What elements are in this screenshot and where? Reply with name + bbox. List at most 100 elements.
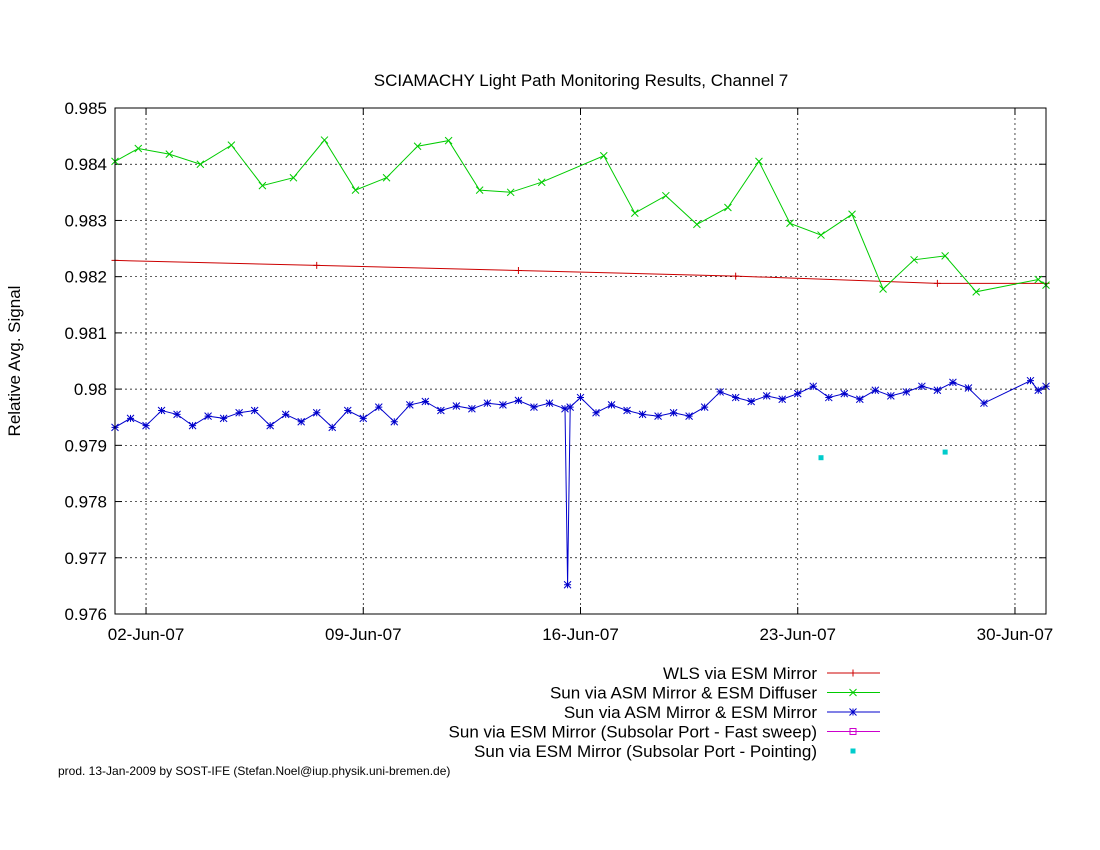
data-point bbox=[910, 255, 918, 264]
data-point bbox=[964, 384, 973, 392]
legend-label: Sun via ESM Mirror (Subsolar Port - Poin… bbox=[474, 742, 817, 761]
legend-label: WLS via ESM Mirror bbox=[663, 664, 817, 683]
series-2 bbox=[111, 136, 1050, 296]
data-point bbox=[563, 580, 572, 589]
series-5 bbox=[818, 449, 948, 461]
data-point bbox=[266, 421, 275, 430]
y-tick-label: 0.979 bbox=[64, 436, 107, 455]
data-point bbox=[786, 219, 794, 228]
data-point bbox=[855, 395, 864, 404]
data-point bbox=[436, 406, 445, 415]
data-point bbox=[824, 393, 833, 402]
data-point bbox=[165, 150, 174, 158]
y-tick-label: 0.984 bbox=[64, 155, 107, 174]
data-point bbox=[732, 272, 740, 280]
data-point bbox=[731, 393, 740, 402]
data-point bbox=[980, 399, 988, 408]
legend-marker bbox=[849, 728, 857, 735]
y-tick-label: 0.976 bbox=[64, 605, 107, 624]
data-point bbox=[685, 412, 693, 420]
data-point bbox=[374, 403, 383, 411]
data-point bbox=[188, 421, 197, 430]
data-point bbox=[1034, 275, 1043, 284]
data-point bbox=[382, 173, 391, 182]
chart-title: SCIAMACHY Light Path Monitoring Results,… bbox=[374, 71, 789, 90]
data-point bbox=[793, 389, 802, 398]
data-point bbox=[196, 160, 205, 169]
data-point bbox=[173, 410, 181, 419]
y-tick-label: 0.985 bbox=[64, 99, 107, 118]
data-point bbox=[506, 188, 515, 197]
data-point bbox=[219, 414, 228, 423]
data-point bbox=[351, 186, 360, 194]
data-point bbox=[607, 400, 616, 409]
data-point bbox=[755, 157, 763, 166]
credit-line: prod. 13-Jan-2009 by SOST-IFE (Stefan.No… bbox=[58, 764, 451, 778]
data-point bbox=[879, 285, 887, 293]
legend-marker bbox=[849, 708, 857, 716]
data-point bbox=[941, 252, 949, 260]
data-point bbox=[444, 136, 453, 145]
data-point bbox=[886, 392, 895, 400]
series-3 bbox=[111, 376, 1050, 589]
series-lines bbox=[111, 136, 1050, 589]
legend-marker bbox=[849, 688, 857, 697]
x-tick-label: 16-Jun-07 bbox=[542, 625, 619, 644]
x-tick-label: 23-Jun-07 bbox=[759, 625, 836, 644]
data-point bbox=[724, 203, 732, 212]
data-point bbox=[452, 402, 461, 410]
data-point bbox=[576, 393, 585, 402]
x-tick-label: 09-Jun-07 bbox=[325, 625, 402, 644]
y-tick-label: 0.983 bbox=[64, 211, 107, 230]
data-point bbox=[134, 144, 143, 153]
data-point bbox=[343, 406, 352, 415]
data-point bbox=[592, 408, 600, 417]
data-point bbox=[669, 408, 678, 417]
data-point bbox=[320, 136, 329, 144]
data-point bbox=[747, 397, 756, 406]
data-point bbox=[530, 403, 538, 411]
legend-label: Sun via ESM Mirror (Subsolar Port - Fast… bbox=[449, 723, 817, 742]
data-point bbox=[312, 408, 321, 417]
data-point bbox=[313, 261, 321, 269]
data-point bbox=[949, 378, 957, 387]
x-tick-labels: 02-Jun-07 09-Jun-07 16-Jun-07 23-Jun-07 30-J… bbox=[108, 625, 1053, 644]
data-point bbox=[499, 400, 507, 409]
data-point bbox=[297, 417, 306, 426]
data-point bbox=[599, 151, 608, 160]
data-point bbox=[716, 388, 725, 396]
data-point bbox=[700, 403, 709, 411]
y-tick-labels: 0.976 0.977 0.978 0.979 0.98 0.981 0.982 0.983 0… bbox=[64, 99, 107, 624]
y-tick-label: 0.978 bbox=[64, 493, 107, 512]
y-tick-label: 0.982 bbox=[64, 268, 107, 287]
y-tick-label: 0.98 bbox=[74, 380, 107, 399]
legend-marker bbox=[849, 669, 857, 677]
series-1 bbox=[111, 256, 1050, 287]
data-point bbox=[778, 395, 787, 404]
data-point bbox=[638, 410, 647, 419]
legend-label: Sun via ASM Mirror & ESM Mirror bbox=[564, 703, 817, 722]
legend-label: Sun via ASM Mirror & ESM Diffuser bbox=[550, 684, 817, 703]
data-point bbox=[468, 404, 476, 413]
x-tick-label: 30-Jun-07 bbox=[977, 625, 1054, 644]
data-point bbox=[390, 417, 399, 426]
data-point bbox=[405, 400, 414, 409]
data-point bbox=[630, 209, 639, 217]
data-point bbox=[871, 386, 880, 395]
plot-frame bbox=[114, 107, 1047, 615]
data-point bbox=[561, 404, 569, 413]
data-point bbox=[902, 388, 911, 396]
data-point bbox=[918, 382, 926, 391]
data-point bbox=[972, 287, 981, 296]
legend-marker bbox=[850, 748, 856, 754]
data-point bbox=[623, 406, 631, 415]
data-point bbox=[848, 210, 856, 219]
data-point bbox=[514, 396, 523, 405]
data-point bbox=[157, 406, 166, 415]
data-point bbox=[661, 191, 670, 200]
data-point bbox=[483, 399, 492, 408]
series-line bbox=[114, 380, 1047, 585]
data-point bbox=[654, 412, 662, 420]
data-point bbox=[1026, 376, 1035, 385]
